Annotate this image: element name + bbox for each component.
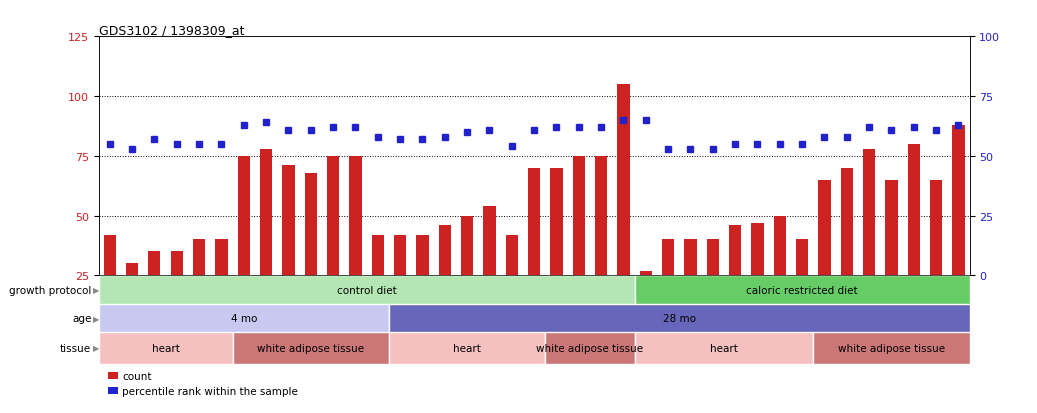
Bar bbox=[99, 332, 232, 364]
Bar bbox=[930, 180, 943, 335]
Text: ▶: ▶ bbox=[93, 285, 100, 294]
Text: heart: heart bbox=[151, 343, 179, 353]
Bar bbox=[371, 235, 384, 335]
Text: heart: heart bbox=[710, 343, 738, 353]
Text: tissue: tissue bbox=[60, 343, 91, 353]
Bar bbox=[327, 157, 339, 335]
Bar bbox=[545, 332, 635, 364]
Bar bbox=[662, 240, 674, 335]
Bar bbox=[528, 169, 540, 335]
Bar bbox=[416, 235, 428, 335]
Bar bbox=[774, 216, 786, 335]
Bar bbox=[305, 173, 317, 335]
Bar bbox=[635, 275, 970, 304]
Text: GDS3102 / 1398309_at: GDS3102 / 1398309_at bbox=[99, 24, 244, 37]
Bar bbox=[907, 145, 920, 335]
Text: heart: heart bbox=[453, 343, 481, 353]
Bar bbox=[193, 240, 205, 335]
Text: ▶: ▶ bbox=[93, 344, 100, 353]
Bar bbox=[439, 225, 451, 335]
Bar bbox=[863, 149, 875, 335]
Bar bbox=[104, 235, 116, 335]
Bar bbox=[818, 180, 831, 335]
Bar bbox=[260, 149, 272, 335]
Bar bbox=[237, 157, 250, 335]
Bar bbox=[216, 240, 227, 335]
Text: age: age bbox=[72, 313, 91, 323]
Bar bbox=[572, 157, 585, 335]
Text: 4 mo: 4 mo bbox=[230, 313, 257, 323]
Text: caloric restricted diet: caloric restricted diet bbox=[747, 285, 858, 295]
Text: white adipose tissue: white adipose tissue bbox=[257, 343, 364, 353]
Bar bbox=[349, 157, 362, 335]
Text: ▶: ▶ bbox=[93, 314, 100, 323]
Text: white adipose tissue: white adipose tissue bbox=[838, 343, 945, 353]
Text: 28 mo: 28 mo bbox=[663, 313, 696, 323]
Bar bbox=[99, 275, 635, 304]
Bar bbox=[170, 252, 183, 335]
Legend: count, percentile rank within the sample: count, percentile rank within the sample bbox=[104, 367, 303, 401]
Bar bbox=[506, 235, 517, 335]
Bar bbox=[232, 332, 389, 364]
Bar bbox=[389, 332, 545, 364]
Bar bbox=[282, 166, 295, 335]
Bar bbox=[99, 304, 389, 332]
Bar bbox=[635, 332, 813, 364]
Bar bbox=[483, 206, 496, 335]
Bar bbox=[841, 169, 852, 335]
Bar bbox=[617, 85, 629, 335]
Bar bbox=[751, 223, 763, 335]
Bar bbox=[886, 180, 898, 335]
Text: growth protocol: growth protocol bbox=[9, 285, 91, 295]
Bar bbox=[813, 332, 970, 364]
Text: control diet: control diet bbox=[337, 285, 396, 295]
Bar bbox=[551, 169, 562, 335]
Bar bbox=[389, 304, 970, 332]
Bar bbox=[706, 240, 719, 335]
Bar bbox=[640, 271, 652, 335]
Bar bbox=[460, 216, 473, 335]
Bar bbox=[729, 225, 741, 335]
Bar bbox=[148, 252, 161, 335]
Bar bbox=[684, 240, 697, 335]
Bar bbox=[125, 264, 138, 335]
Bar bbox=[952, 126, 964, 335]
Bar bbox=[796, 240, 808, 335]
Bar bbox=[595, 157, 608, 335]
Bar bbox=[394, 235, 407, 335]
Text: white adipose tissue: white adipose tissue bbox=[536, 343, 643, 353]
